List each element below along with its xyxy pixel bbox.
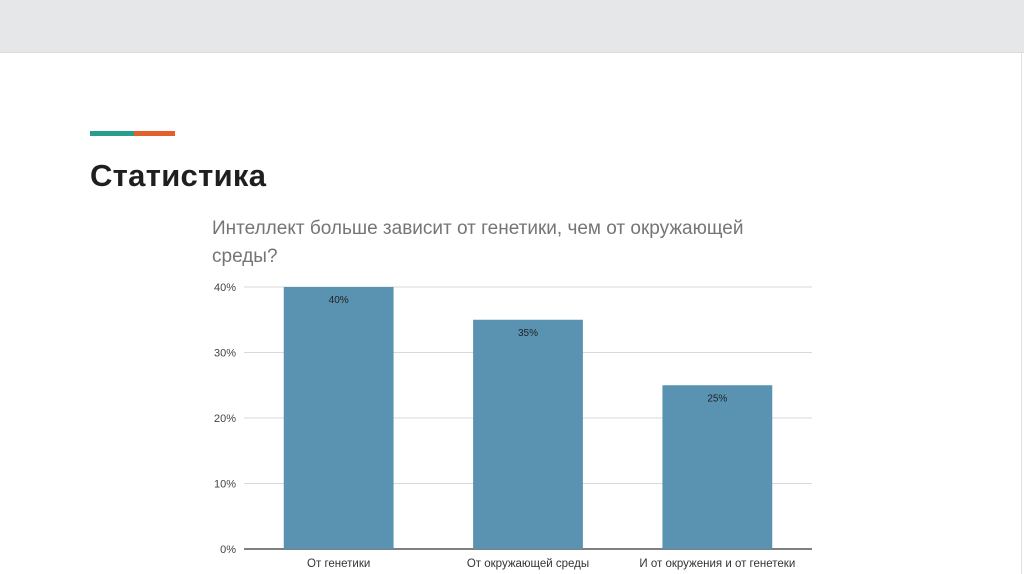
bar-labels: 40% 35% 25% <box>329 295 728 404</box>
bar <box>662 385 773 549</box>
y-axis-ticks: 0% 10% 20% 30% 40% <box>214 282 236 556</box>
x-axis-categories: От генетики От окружающей среды И от окруж… <box>307 558 795 570</box>
slide-edge-divider <box>1021 52 1022 574</box>
header-band <box>0 0 1024 53</box>
y-tick-label: 30% <box>214 348 236 360</box>
y-tick-label: 10% <box>214 479 236 491</box>
accent-bar-orange <box>134 131 175 136</box>
bars <box>283 287 773 549</box>
y-tick-label: 20% <box>214 413 236 425</box>
category-label: И от окружения и от генетеки <box>639 558 795 570</box>
bar <box>283 287 394 549</box>
category-label: От генетики <box>307 558 370 570</box>
bar-data-label: 25% <box>707 393 727 404</box>
chart-title-line-2: среды? <box>212 246 278 267</box>
accent-bar-teal <box>90 131 134 136</box>
category-label: От окружающей среды <box>467 558 589 570</box>
bar <box>473 319 583 549</box>
bar-data-label: 35% <box>518 328 538 339</box>
chart-title-line-1: Интеллект больше зависит от генетики, че… <box>212 218 743 239</box>
slide-title: Статистика <box>90 158 267 193</box>
y-tick-label: 40% <box>214 282 236 294</box>
y-tick-label: 0% <box>220 544 236 556</box>
bar-data-label: 40% <box>329 295 349 306</box>
